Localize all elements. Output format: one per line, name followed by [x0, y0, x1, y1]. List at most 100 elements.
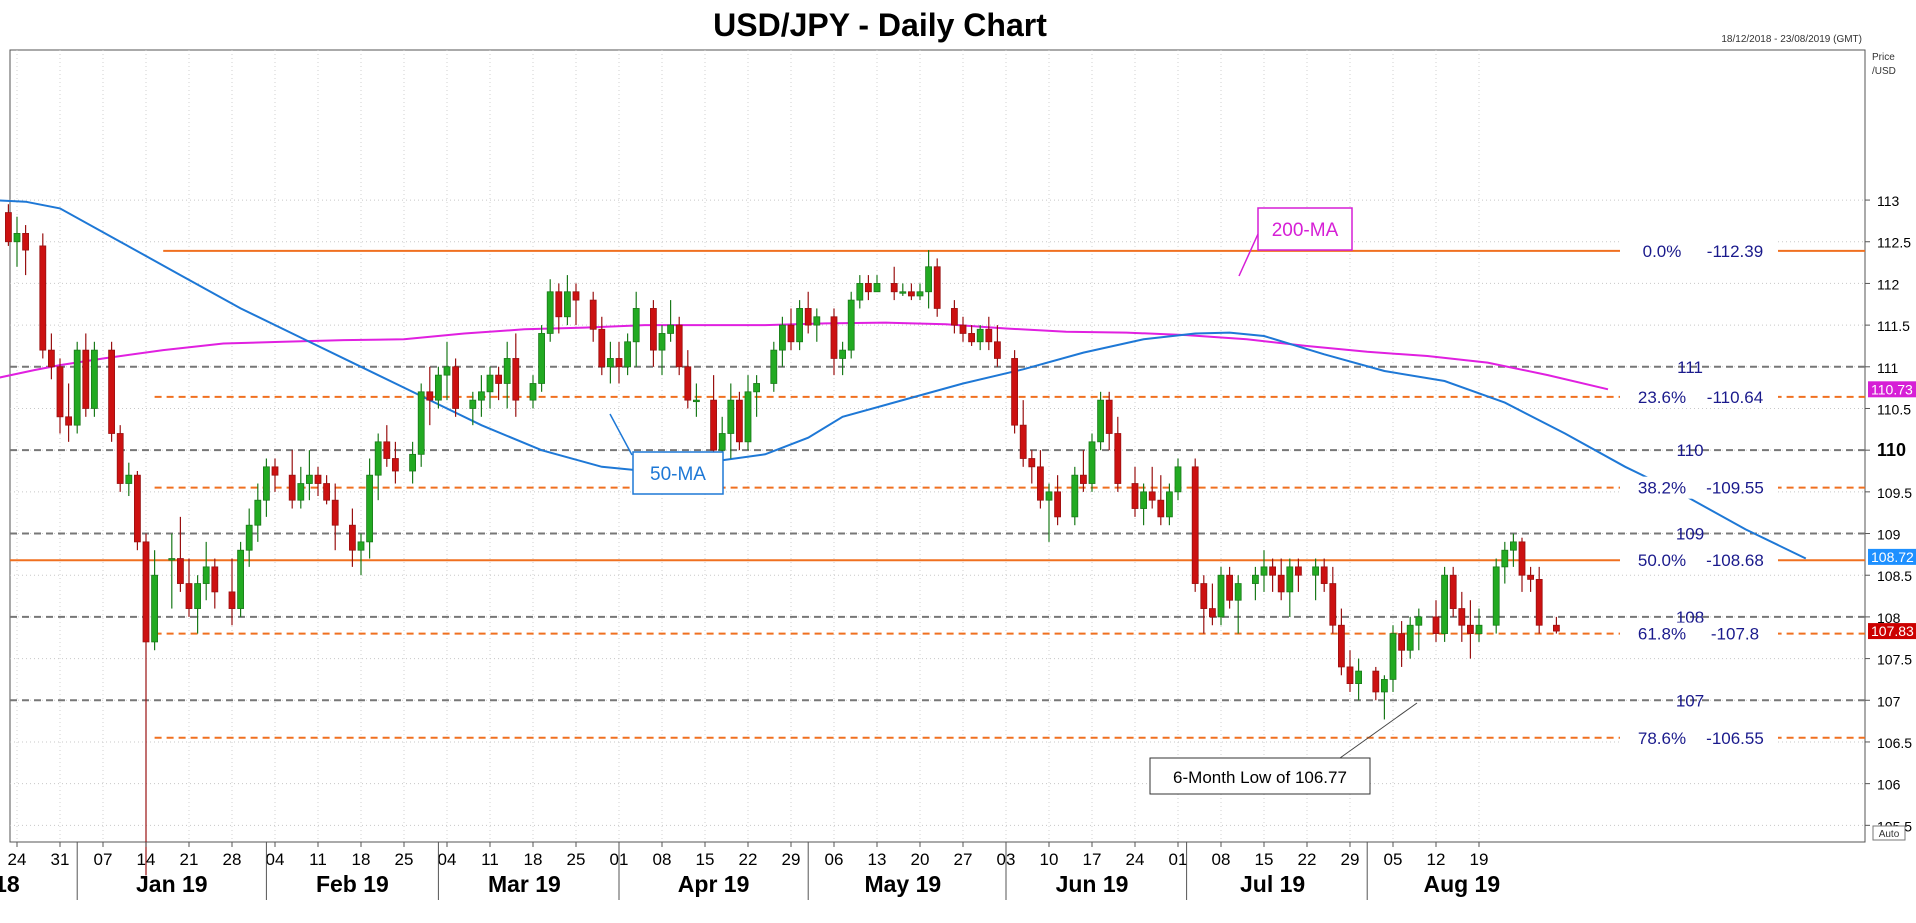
candle-body [1492, 566, 1500, 626]
candle-up [770, 341, 778, 392]
candle-up [1441, 566, 1448, 642]
candle-body [348, 524, 356, 551]
candle-down [1295, 558, 1302, 592]
day-tick-label: 18 [524, 850, 543, 869]
day-tick-label: 01 [1169, 850, 1188, 869]
candle-body [1019, 424, 1027, 459]
candle-down [22, 225, 30, 276]
candle-body [426, 391, 434, 401]
y-tick-label: 111.5 [1877, 318, 1910, 334]
candle-body [383, 441, 391, 459]
candle-up [245, 508, 253, 567]
day-tick-label: 22 [739, 850, 758, 869]
candle-body [564, 291, 571, 318]
candle-down [1346, 650, 1354, 692]
candle-up [693, 383, 700, 417]
candle-up [1260, 550, 1268, 592]
auto-button-label: Auto [1879, 829, 1900, 840]
candle-down [804, 291, 812, 334]
candle-up [632, 291, 640, 367]
candle-body [1148, 491, 1156, 501]
candle-body [65, 416, 72, 426]
candle-up [91, 341, 98, 417]
candle-down [959, 316, 967, 342]
candle-body [1320, 566, 1328, 584]
candle-down [323, 475, 331, 505]
moving-averages [0, 199, 1807, 560]
candle-body [1028, 458, 1036, 468]
price-axis-title: Price [1872, 52, 1895, 63]
candle-body [796, 308, 803, 343]
candle-body [1234, 583, 1242, 601]
y-tick-label: 108 [1877, 610, 1901, 626]
candle-up [469, 391, 477, 426]
day-tick-label: 08 [653, 850, 672, 869]
candle-body [262, 466, 270, 501]
fib-label-bg [1620, 726, 1778, 749]
candle-up [477, 375, 485, 417]
candle-body [951, 308, 958, 326]
day-tick-label: 15 [1255, 850, 1274, 869]
candle-up [1252, 566, 1259, 601]
candle-body [1312, 566, 1319, 576]
month-label: May 19 [864, 871, 941, 897]
y-tick-label: 109.5 [1877, 485, 1912, 501]
candle-up [658, 325, 666, 376]
candle-up [813, 308, 821, 342]
candle-up [357, 533, 365, 576]
grid-lines [10, 50, 1865, 842]
candle-down [65, 383, 72, 442]
fib-percent-label: 61.8% [1638, 625, 1686, 644]
candle-body [1355, 670, 1362, 684]
price-tags: 110.73 108.72 107.83 [1868, 381, 1916, 640]
candle-body [1467, 624, 1474, 634]
day-tick-label: 21 [180, 850, 199, 869]
candle-body [1097, 399, 1104, 443]
candle-body [865, 283, 872, 293]
candle-up [434, 366, 442, 409]
candle-down [1054, 475, 1061, 526]
candle-up [727, 383, 735, 459]
candle-down [133, 471, 141, 551]
candle-body [856, 283, 864, 301]
candle-body [512, 358, 520, 401]
candle-up [305, 450, 313, 501]
currency-axis-title: /USD [1872, 66, 1896, 77]
candle-down [572, 283, 580, 326]
day-tick-label: 24 [1126, 850, 1145, 869]
candle-down [271, 458, 279, 492]
candle-down [1398, 621, 1405, 667]
candle-body [1441, 574, 1448, 634]
candle-body [443, 366, 451, 376]
candle-body [667, 324, 674, 334]
candle-body [994, 341, 1001, 359]
candle-body [598, 328, 606, 368]
candle-body [959, 324, 967, 334]
candle-body [847, 299, 855, 351]
round-level-label: 109 [1676, 525, 1704, 544]
candle-body [1398, 633, 1405, 651]
candle-down [39, 233, 47, 359]
price-tag-bg [1868, 623, 1916, 640]
candle-down [890, 266, 898, 301]
candle-body [1217, 574, 1225, 618]
candle-down [787, 308, 795, 351]
day-tick-label: 04 [438, 850, 457, 869]
month-label: Dec 18 [0, 871, 20, 897]
candle-body [572, 291, 580, 301]
candle-body [409, 453, 417, 472]
candle-body [108, 349, 115, 434]
month-label: Jun 19 [1056, 871, 1129, 897]
candle-body [1191, 466, 1199, 584]
candle-body [1501, 549, 1509, 568]
candle-body [374, 441, 382, 476]
candle-down [185, 558, 193, 617]
level-lines [10, 249, 1865, 739]
auto-button[interactable] [1872, 825, 1906, 841]
candle-up [753, 375, 760, 417]
candle-body [1166, 491, 1173, 518]
fib-percent-label: 78.6% [1638, 729, 1686, 748]
candle-down [650, 300, 657, 367]
candle-body [125, 474, 133, 484]
candle-body [873, 283, 881, 293]
